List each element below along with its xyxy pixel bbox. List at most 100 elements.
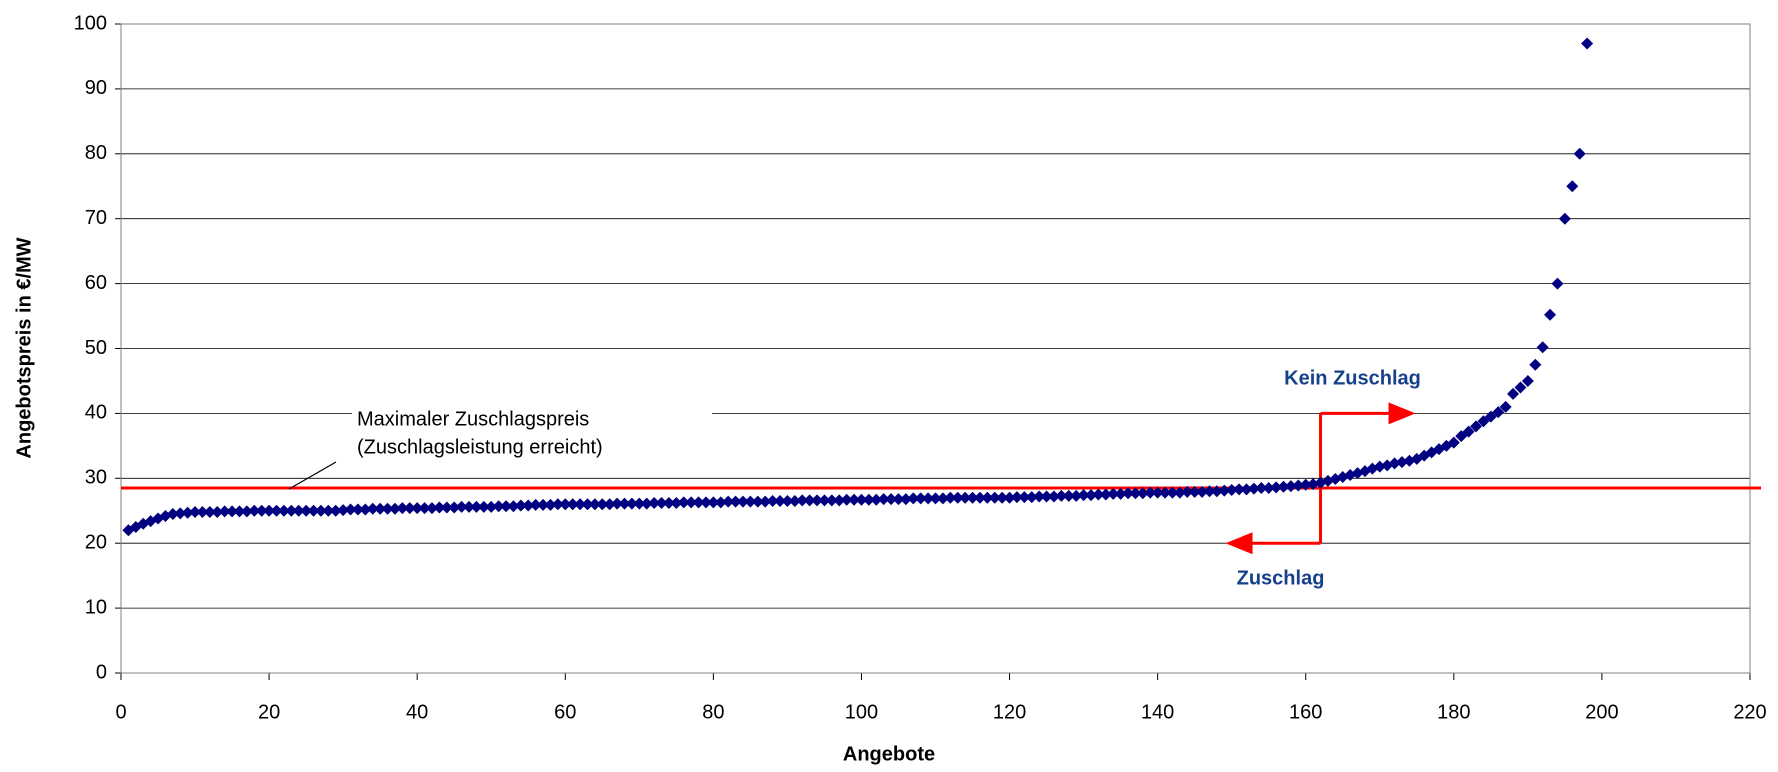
data-point [1084,489,1097,502]
data-point [1581,37,1594,50]
data-point [374,502,387,515]
data-point [818,494,831,507]
data-point [1166,486,1179,499]
data-point [788,495,801,508]
data-point [870,493,883,506]
x-tick-label: 0 [115,701,126,723]
data-point [1292,479,1305,492]
data-point [714,496,727,509]
y-tick-label: 30 [85,467,107,489]
data-point [1558,212,1571,225]
arrow-left-head [1225,532,1253,555]
data-point [1462,425,1475,438]
data-point [196,506,209,519]
x-tick-label: 80 [702,701,724,723]
data-point [1173,486,1186,499]
data-point [811,494,824,507]
x-tick-label: 60 [554,701,576,723]
data-point [618,497,631,510]
data-point [203,506,216,519]
data-point [736,495,749,508]
arrow-right-head [1388,402,1416,425]
data-point [685,496,698,509]
x-tick-label: 100 [845,701,878,723]
data-point [1018,491,1031,504]
x-tick-label: 120 [993,701,1026,723]
data-point [1040,490,1053,503]
data-point [781,495,794,508]
data-point [655,496,668,509]
data-point [1247,482,1260,495]
data-point [292,504,305,517]
y-tick-label: 0 [96,661,107,683]
data-point [766,495,779,508]
data-point [1003,491,1016,504]
data-point [588,498,601,511]
x-axis-label: Angebote [843,743,935,765]
data-point [1255,482,1268,495]
data-point [166,507,179,520]
data-point [929,492,942,505]
data-point [337,504,350,517]
data-point [1270,481,1283,494]
data-point [396,502,409,515]
data-point [1240,483,1253,496]
data-point [640,497,653,510]
data-point [1277,480,1290,493]
data-point [914,492,927,505]
data-point [433,501,446,514]
data-point [603,498,616,511]
data-point [625,497,638,510]
data-point [596,498,609,511]
data-point [892,493,905,506]
data-point [1107,487,1120,500]
data-point [825,494,838,507]
data-point [1077,489,1090,502]
data-point [648,496,661,509]
data-point [277,504,290,517]
y-tick-label: 60 [85,272,107,294]
data-point [351,503,364,516]
data-point [1210,485,1223,498]
data-point [522,499,535,512]
data-point [1395,456,1408,469]
data-point [492,500,505,513]
y-tick-label: 40 [85,402,107,424]
data-point [1136,487,1149,500]
data-point [1566,180,1579,193]
x-tick-label: 220 [1733,701,1766,723]
data-point [359,503,372,516]
data-point [322,504,335,517]
data-point [285,504,298,517]
data-point [440,501,453,514]
data-point [581,498,594,511]
data-point [833,494,846,507]
data-point [1010,491,1023,504]
data-point [1284,480,1297,493]
data-point [729,495,742,508]
data-point [211,506,224,519]
data-point [677,496,690,509]
data-point [1159,486,1172,499]
data-point [1536,341,1549,354]
data-point [759,495,772,508]
data-point [1196,485,1209,498]
data-point [922,492,935,505]
data-point [218,505,231,518]
data-point [1181,485,1194,498]
data-point [255,504,268,517]
data-point [1507,387,1520,400]
data-point [418,502,431,515]
x-tick-label: 160 [1289,701,1322,723]
data-point [803,494,816,507]
data-point [1529,358,1542,371]
data-point [1047,490,1060,503]
data-point [1514,381,1527,394]
data-point [692,496,705,509]
data-point [1388,457,1401,470]
data-point [699,496,712,509]
data-point [307,504,320,517]
data-point [559,498,572,511]
y-tick-label: 10 [85,596,107,618]
x-tick-label: 40 [406,701,428,723]
